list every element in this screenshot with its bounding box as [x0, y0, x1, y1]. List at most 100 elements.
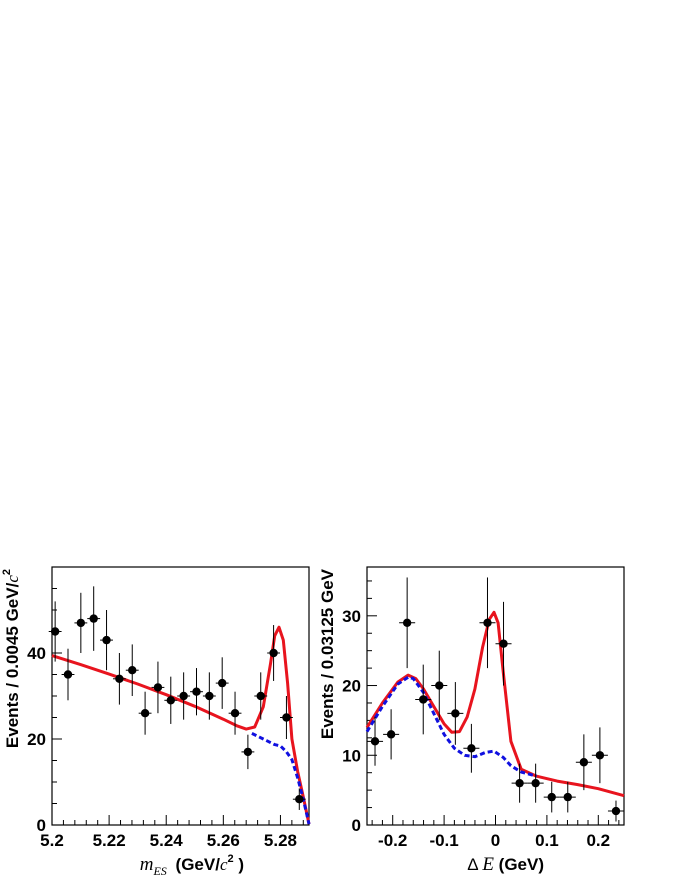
data-marker [515, 778, 524, 788]
data-marker [370, 737, 380, 746]
data-marker [140, 709, 150, 718]
x-axis-var: m [140, 854, 154, 875]
data-marker [230, 709, 240, 718]
y-axis-c: c [3, 575, 22, 583]
data-marker [467, 744, 476, 753]
x-axis-title: mES (GeV/c2 ) [140, 853, 244, 878]
x-tick-label: 0.1 [535, 831, 559, 850]
y-tick-label: 20 [27, 730, 46, 749]
y-axis-title: Events / 0.03125 GeV [318, 568, 337, 739]
x-tick-label: 0 [491, 831, 500, 850]
data-marker [295, 795, 304, 804]
y-tick-label: 0 [37, 816, 46, 835]
data-marker [386, 730, 396, 739]
data-point [463, 723, 480, 773]
data-marker [205, 691, 214, 701]
data-point [447, 682, 464, 745]
y-axis-title: Events / 0.0045 GeV/c2 [1, 569, 22, 748]
x-axis-delta: Δ [467, 855, 482, 874]
data-marker [499, 639, 508, 648]
data-point [215, 657, 229, 709]
data-marker [547, 792, 556, 802]
data-marker [89, 614, 98, 623]
data-point [87, 586, 101, 651]
y-tick-label: 30 [342, 607, 361, 626]
data-point [575, 734, 592, 791]
background-curve [251, 732, 311, 825]
data-point [48, 601, 62, 662]
data-marker [102, 635, 111, 645]
x-axis-var: E [481, 854, 494, 875]
data-point [151, 661, 165, 714]
data-point [559, 781, 576, 813]
data-point [125, 644, 139, 696]
data-point [527, 763, 544, 803]
data-point [112, 653, 126, 705]
data-marker [402, 618, 412, 627]
data-marker [269, 648, 278, 658]
data-point [280, 696, 293, 739]
data-marker [76, 618, 86, 628]
data-point [415, 664, 432, 735]
data-point [292, 788, 306, 810]
data-point [495, 601, 512, 686]
data-point [543, 781, 560, 813]
data-point [254, 672, 268, 720]
data-point [591, 727, 608, 784]
data-point [383, 709, 400, 760]
data-marker [531, 778, 540, 788]
data-marker [243, 747, 253, 757]
x-tick-label: -0.2 [378, 831, 407, 850]
x-axis-sup: 2 [227, 853, 233, 865]
data-marker [282, 713, 291, 722]
data-point [202, 672, 216, 720]
x-axis-units: (GeV/ [171, 855, 220, 874]
x-axis-close: ) [234, 855, 244, 874]
data-marker [256, 691, 265, 701]
data-point [138, 691, 152, 735]
x-tick-label: 5.28 [264, 831, 297, 850]
x-axis-sub: ES [152, 864, 166, 878]
data-marker [153, 683, 163, 692]
total-fit-curve [51, 625, 311, 825]
x-tick-label: 5.24 [150, 831, 184, 850]
data-marker [483, 618, 492, 627]
y-axis-sup: 2 [1, 569, 13, 575]
x-tick-label: 5.2 [40, 831, 64, 850]
data-marker [435, 681, 444, 690]
data-marker [166, 696, 175, 705]
data-marker [563, 792, 572, 802]
x-axis-title: Δ E (GeV) [467, 854, 544, 875]
x-tick-label: -0.1 [429, 831, 458, 850]
y-tick-label: 40 [27, 644, 46, 663]
data-marker [217, 678, 227, 688]
data-marker [611, 806, 621, 816]
data-marker [595, 751, 605, 760]
data-point [74, 592, 88, 653]
data-point [228, 691, 242, 735]
data-marker [451, 709, 460, 718]
x-axis-units: (GeV) [494, 855, 544, 874]
data-marker [128, 666, 137, 675]
y-tick-label: 10 [342, 746, 361, 765]
data-marker [50, 627, 60, 636]
data-marker [579, 758, 589, 767]
data-marker [63, 670, 73, 679]
data-point [479, 577, 496, 669]
data-point [177, 672, 191, 720]
x-tick-label: 5.26 [207, 831, 240, 850]
data-point [241, 734, 255, 770]
data-point [431, 650, 448, 721]
data-point [511, 763, 528, 803]
data-marker [179, 691, 188, 701]
data-point [164, 676, 178, 724]
y-axis-text: Events / 0.0045 GeV/ [3, 582, 22, 748]
data-point [267, 625, 281, 681]
total-fit-curve [365, 610, 625, 798]
data-marker [192, 687, 201, 696]
panel-delta-e: -0.2 -0.1 0 0.1 0.2 0 10 20 30 Δ E (GeV) Events / … [318, 566, 625, 875]
data-point [367, 716, 384, 766]
x-axis-c: c [220, 855, 228, 874]
